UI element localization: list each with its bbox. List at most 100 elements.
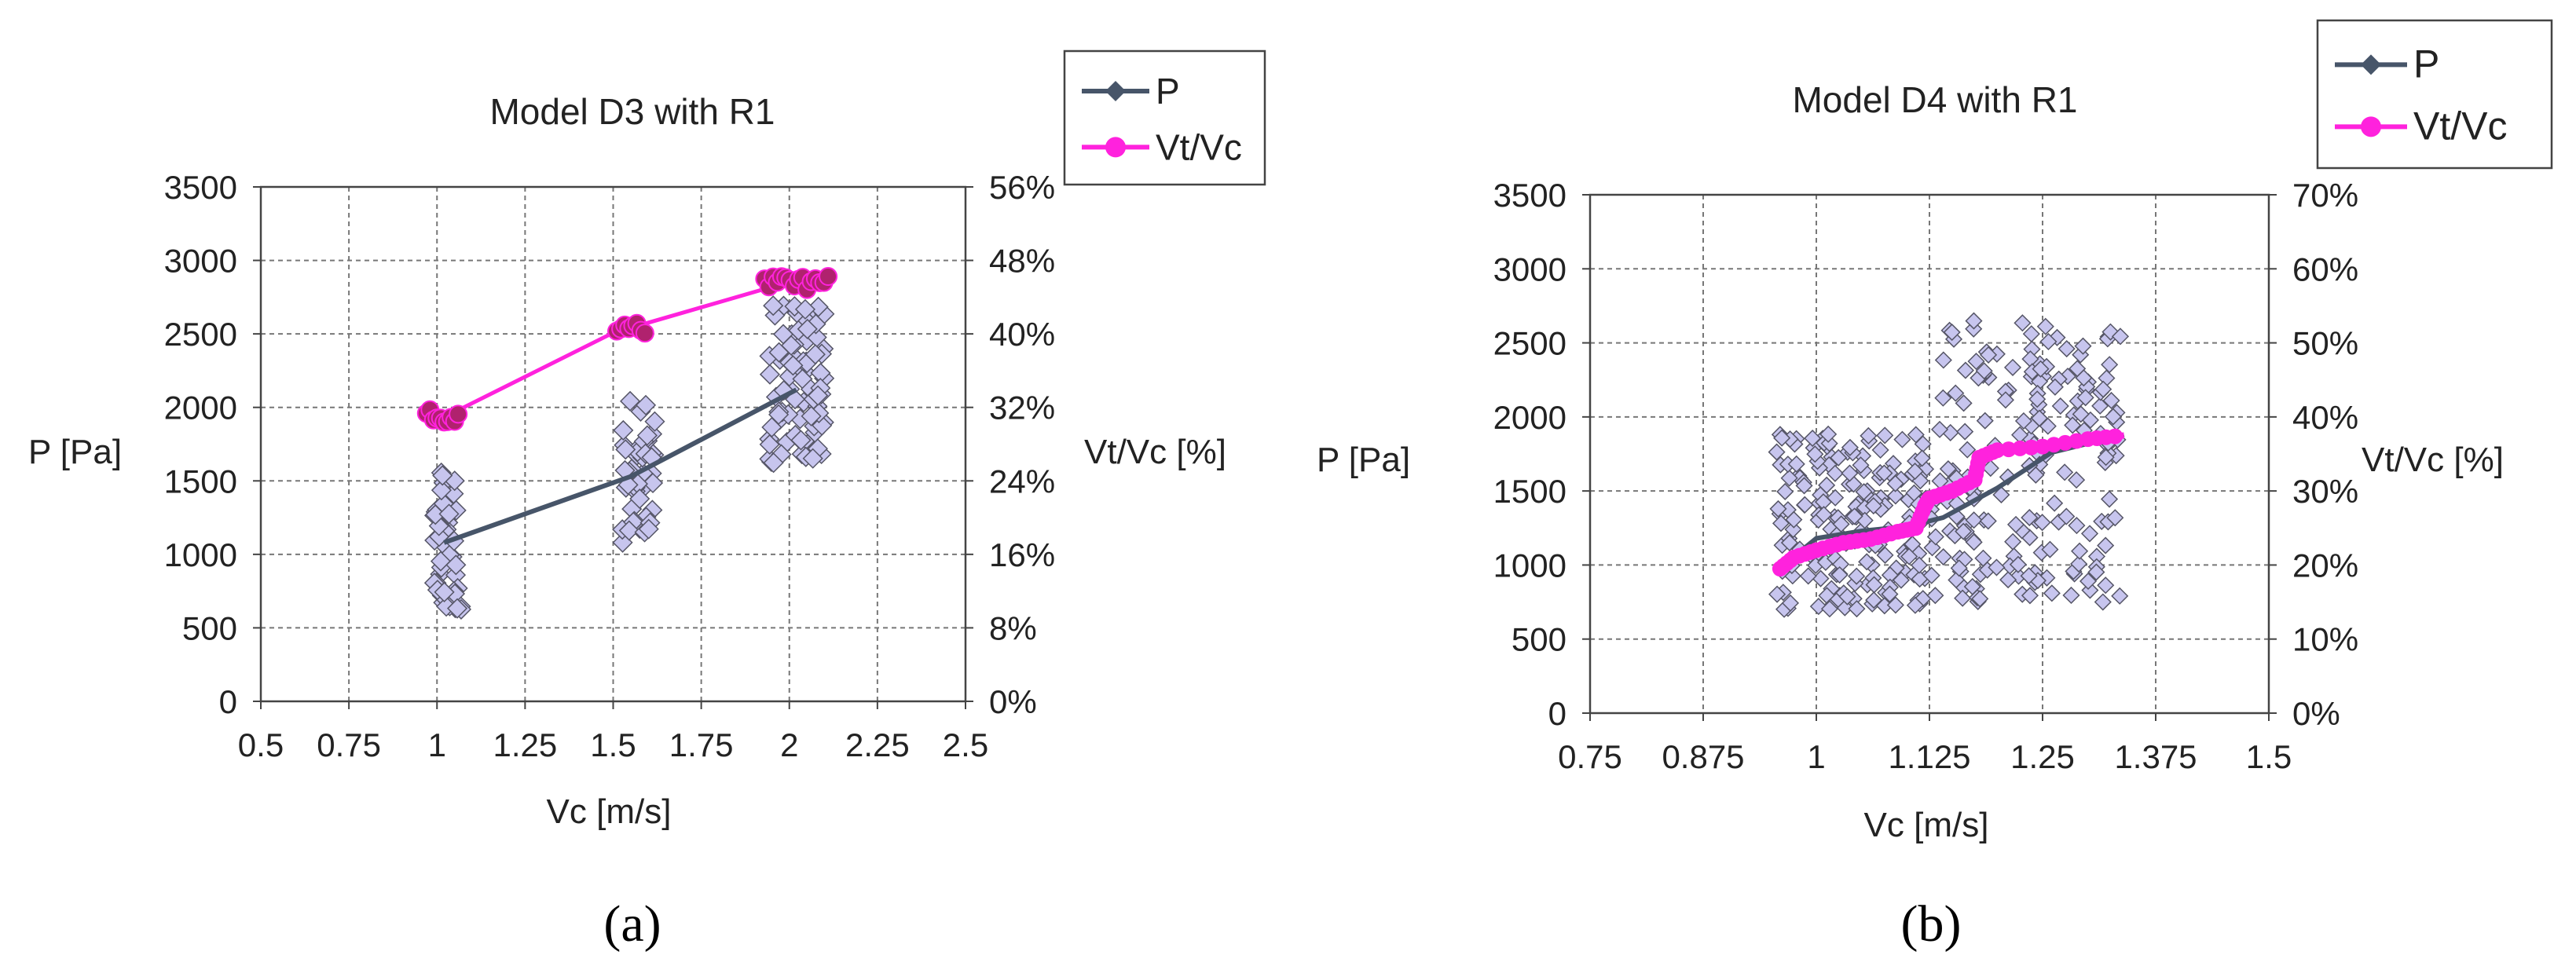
x-tick-label: 0.75: [317, 726, 381, 763]
p-data-point: [1806, 445, 1824, 463]
p-data-point: [1838, 587, 1856, 606]
y-tick-label: 0: [219, 683, 237, 720]
p-data-point: [1975, 362, 1993, 380]
p-data-point: [1886, 596, 1904, 614]
x-tick-label: 1.25: [2010, 738, 2075, 775]
p-data-point: [2014, 314, 2032, 332]
p-data-point: [1893, 430, 1911, 448]
p-data-point: [1988, 558, 2006, 576]
x-tick-label: 1.125: [1888, 738, 1970, 775]
p-data-point: [1818, 476, 1836, 494]
p-data-point: [2097, 448, 2115, 467]
y-tick-label: 3500: [164, 169, 237, 206]
p-data-point: [1852, 456, 1870, 474]
legend-p-marker: [1105, 81, 1126, 101]
y2-tick-label: 0%: [989, 683, 1037, 720]
p-series-line: [443, 387, 798, 545]
chart-b: Model D4 with R1 0.75 0.875 1 1.125 1.25 1.375…: [1317, 19, 2553, 953]
p-data-point: [636, 425, 658, 446]
p-data-point: [620, 390, 641, 412]
p-data-point: [431, 480, 452, 501]
p-data-point: [1947, 384, 1965, 402]
p-data-point: [613, 419, 634, 441]
p-data-point: [1913, 449, 1931, 467]
panel-label: (b): [1901, 895, 1962, 953]
legend-ratio-marker: [2361, 116, 2381, 137]
p-data-point: [1934, 389, 1952, 407]
p-data-point: [2043, 584, 2061, 602]
legend-p-marker: [2361, 54, 2381, 75]
p-data-point: [1784, 521, 1802, 539]
chart-a: Model D3 with R1 0.5 0.75 1 1.25 1.5 1.75 2 2.25…: [28, 49, 1266, 953]
p-data-point: [1830, 565, 1849, 584]
ratio-data-point: [2023, 439, 2039, 456]
p-data-point: [618, 520, 639, 541]
p-data-point: [1769, 499, 1787, 518]
p-data-point: [1955, 394, 1973, 412]
p-data-point: [1780, 469, 1798, 487]
y2-tick-label: 40%: [989, 316, 1055, 353]
p-data-point: [1999, 571, 2017, 589]
p-data-point: [1996, 391, 2014, 409]
p-data-point: [1971, 590, 1989, 608]
p-data-point: [2022, 325, 2040, 343]
p-data-point: [782, 355, 804, 376]
p-data-point: [1860, 426, 1878, 445]
p-data-point: [1781, 594, 1800, 612]
p-data-point: [1826, 464, 1844, 482]
p-data-point: [2087, 563, 2105, 581]
y2-tick-label: 30%: [2292, 473, 2358, 510]
p-data-point: [2097, 576, 2115, 595]
p-data-point: [430, 551, 452, 572]
p-data-point: [802, 448, 823, 469]
y2-tick-label: 50%: [2292, 325, 2358, 362]
p-data-point: [1926, 528, 1944, 546]
y2-tick-label: 40%: [2292, 399, 2358, 436]
p-data-point: [2068, 471, 2086, 489]
p-data-point: [2027, 466, 2045, 484]
legend-ratio-label: Vt/Vc: [2413, 104, 2507, 148]
p-data-point: [2102, 391, 2120, 410]
p-data-point: [2075, 369, 2093, 387]
p-data-point: [2062, 586, 2080, 605]
p-data-point: [1965, 533, 1983, 551]
p-data-point: [1845, 507, 1863, 525]
p-data-point: [1858, 553, 1876, 571]
p-data-point: [1864, 496, 1882, 515]
legend-p-label: P: [2413, 42, 2439, 86]
legend-ratio-marker: [1105, 137, 1126, 158]
p-data-point: [1848, 600, 1866, 618]
p-data-point: [2004, 532, 2022, 551]
y2-tick-label: 56%: [989, 169, 1055, 206]
x-axis-label: Vc [m/s]: [1864, 806, 1989, 844]
p-data-point: [2079, 572, 2098, 591]
p-data-point: [2039, 332, 2058, 351]
p-data-point: [2033, 514, 2051, 532]
legend-ratio-label: Vt/Vc: [1156, 126, 1242, 167]
p-data-point: [1979, 512, 1997, 530]
p-data-point: [1841, 438, 1859, 456]
p-data-point: [801, 405, 822, 426]
p-data-point: [1785, 510, 1803, 529]
y-tick-label: 1000: [164, 536, 237, 573]
panel-label: (a): [603, 895, 661, 953]
p-data-point: [1992, 485, 2010, 504]
y-tick-label: 1500: [164, 463, 237, 499]
p-data-point: [1876, 546, 1894, 564]
p-data-point: [794, 298, 816, 320]
p-data-point: [2111, 587, 2129, 605]
p-data-point: [797, 318, 818, 339]
x-tick-label: 1.25: [493, 726, 558, 763]
p-data-point: [1950, 559, 1968, 577]
y2-tick-label: 0%: [2292, 695, 2340, 732]
chart-title: Model D3 with R1: [489, 91, 775, 132]
p-data-point: [1796, 496, 1814, 514]
y2-tick-label: 16%: [989, 536, 1055, 573]
p-data-point: [2021, 587, 2039, 605]
y2-tick-label: 10%: [2292, 621, 2358, 658]
x-tick-label: 0.5: [238, 726, 284, 763]
p-data-point: [1922, 566, 1940, 584]
ratio-data-point: [449, 404, 468, 424]
p-data-point: [1886, 474, 1904, 492]
p-data-point: [1830, 448, 1848, 467]
